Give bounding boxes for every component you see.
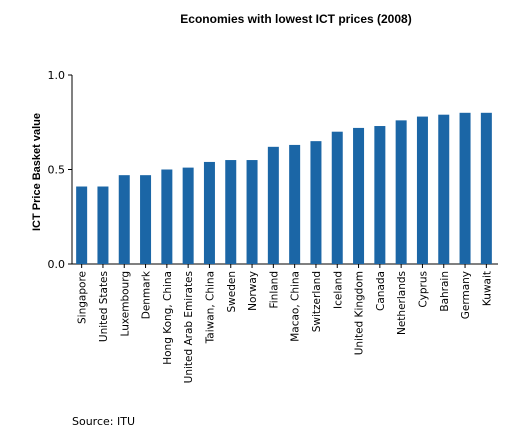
bar [246, 160, 258, 264]
category-label: Bahrain [439, 271, 451, 312]
category-label: Finland [268, 271, 280, 309]
category-label: Denmark [141, 270, 153, 319]
category-labels-group: Singapore United States Luxembourg Denmark H… [77, 264, 493, 383]
category-label: Iceland [332, 271, 344, 309]
axes [71, 75, 498, 265]
bar [267, 146, 279, 264]
category-label: Macao, China [290, 271, 302, 342]
category-label: Canada [375, 271, 387, 311]
category-label: Singapore [77, 271, 89, 324]
bar [438, 114, 450, 264]
bar [331, 131, 343, 264]
y-axis-label: ICT Price Basket value [31, 113, 43, 231]
bar [480, 112, 492, 264]
bar [459, 112, 471, 264]
y-tick-label: 1.0 [48, 69, 66, 82]
bar [416, 116, 428, 264]
y-ticks-group: 0.0 0.5 1.0 [48, 69, 72, 271]
source-note: Source: ITU [72, 415, 135, 428]
y-tick-label: 0.5 [48, 164, 66, 177]
category-label: Luxembourg [119, 271, 131, 336]
bar [140, 175, 152, 264]
category-label: Germany [460, 271, 472, 319]
bar [225, 160, 237, 264]
category-label: Netherlands [396, 271, 408, 335]
bar [353, 127, 365, 264]
category-label: United Arab Emirates [183, 271, 195, 383]
category-label: Switzerland [311, 271, 323, 332]
category-label: Taiwan, China [204, 271, 216, 344]
category-label: Sweden [226, 271, 238, 313]
category-label: United States [98, 271, 110, 342]
category-label: Cyprus [417, 271, 429, 308]
bar [289, 144, 301, 264]
bar [76, 186, 88, 264]
bars-group [76, 112, 492, 264]
category-label: United Kingdom [354, 271, 366, 355]
category-label: Kuwait [481, 271, 493, 306]
bar [374, 126, 386, 264]
category-label: Norway [247, 271, 259, 311]
bar [203, 161, 215, 264]
bar [310, 141, 322, 264]
bar [182, 167, 194, 264]
bar [97, 186, 109, 264]
category-label: Hong Kong, China [162, 271, 174, 365]
bar [395, 120, 407, 264]
bar [161, 169, 173, 264]
y-tick-label: 0.0 [48, 258, 66, 271]
bar [118, 175, 130, 264]
chart-title: Economies with lowest ICT prices (2008) [180, 12, 411, 26]
